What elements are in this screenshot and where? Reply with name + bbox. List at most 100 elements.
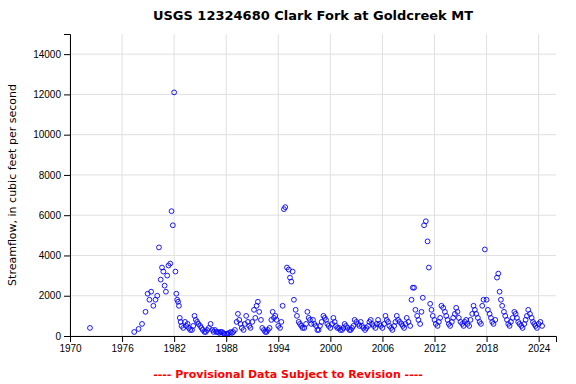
point xyxy=(429,307,434,312)
point xyxy=(484,297,489,302)
tick-mark xyxy=(64,336,70,337)
chart-container: 1970197619821988199420002006201220182024… xyxy=(0,0,576,384)
tick-label: 1976 xyxy=(111,343,134,354)
grid-line-x xyxy=(122,34,123,336)
tick-mark xyxy=(64,94,70,95)
tick: 2000 xyxy=(320,336,343,354)
tick-mark xyxy=(539,336,540,342)
point xyxy=(163,289,168,294)
point xyxy=(419,309,424,314)
point xyxy=(151,303,156,308)
tick: 8000 xyxy=(39,170,70,181)
tick-mark xyxy=(435,336,436,342)
point xyxy=(412,285,417,290)
points xyxy=(88,90,545,336)
tick-label: 2000 xyxy=(320,343,343,354)
tick-mark xyxy=(174,336,175,342)
grid-line-x xyxy=(434,34,435,336)
tick-label: 1994 xyxy=(268,343,291,354)
tick: 14000 xyxy=(33,49,70,60)
point xyxy=(236,311,241,316)
plot-area: 1970197619821988199420002006201220182024… xyxy=(33,34,556,354)
grid-line-y xyxy=(70,215,556,216)
grid-line-y xyxy=(70,94,556,95)
point xyxy=(423,219,428,224)
grid-line-y xyxy=(70,54,556,55)
tick: 2018 xyxy=(476,336,499,354)
point xyxy=(174,291,179,296)
point xyxy=(255,299,260,304)
point xyxy=(295,313,300,318)
point xyxy=(479,322,484,327)
annotation: ---- Provisional Data Subject to Revisio… xyxy=(153,368,423,381)
grid-line-x xyxy=(174,34,175,336)
point xyxy=(267,326,272,331)
tick: 6000 xyxy=(39,210,70,221)
tick: 12000 xyxy=(33,89,70,100)
point xyxy=(88,326,93,331)
point xyxy=(161,269,166,274)
point xyxy=(248,326,253,331)
point xyxy=(438,315,443,320)
point xyxy=(155,293,160,298)
point xyxy=(140,322,145,327)
tick: 1976 xyxy=(111,336,134,354)
grid-line-x xyxy=(486,34,487,336)
title: USGS 12324680 Clark Fork at Goldcreek MT xyxy=(153,8,473,23)
y-axis-title: Streamflow, in cubic feet per second xyxy=(6,84,19,286)
tick-label: 2012 xyxy=(424,343,447,354)
grid-line-x xyxy=(330,34,331,336)
tick-label: 8000 xyxy=(39,170,62,181)
point xyxy=(173,269,178,274)
tick-mark xyxy=(64,135,70,136)
x-axis: 1970197619821988199420002006201220182024 xyxy=(59,336,556,354)
tick-mark xyxy=(64,54,70,55)
point xyxy=(540,324,545,329)
point xyxy=(147,297,152,302)
grid-line-y xyxy=(70,174,556,175)
tick: 2000 xyxy=(39,290,70,301)
point xyxy=(257,309,262,314)
tick: 1982 xyxy=(164,336,187,354)
point xyxy=(289,279,294,284)
point xyxy=(413,307,418,312)
tick-label: 12000 xyxy=(33,89,61,100)
point xyxy=(304,322,309,327)
tick: 2012 xyxy=(424,336,447,354)
tick-mark xyxy=(64,215,70,216)
point xyxy=(290,269,295,274)
tick-label: 14000 xyxy=(33,49,61,60)
grid-line-y xyxy=(70,255,556,256)
grid-line-x xyxy=(538,34,539,336)
tick-mark xyxy=(278,336,279,342)
point xyxy=(293,307,298,312)
point xyxy=(162,283,167,288)
point xyxy=(497,289,502,294)
tick-mark xyxy=(487,336,488,342)
axis-line xyxy=(64,35,71,337)
y-axis: 02000400060008000100001200014000 xyxy=(33,35,70,342)
tick-mark xyxy=(64,296,70,297)
tick-label: 4000 xyxy=(39,250,62,261)
tick-label: 0 xyxy=(55,331,61,342)
point xyxy=(280,303,285,308)
tick-mark xyxy=(226,336,227,342)
tick: 1970 xyxy=(59,336,82,354)
tick: 1994 xyxy=(268,336,291,354)
tick-mark xyxy=(330,336,331,342)
point xyxy=(143,309,148,314)
point xyxy=(253,315,258,320)
grid-line-y xyxy=(70,134,556,135)
point xyxy=(132,330,137,335)
point xyxy=(241,328,246,333)
point xyxy=(493,317,498,322)
tick: 2006 xyxy=(372,336,395,354)
point xyxy=(177,303,182,308)
tick-mark xyxy=(64,175,70,176)
point xyxy=(496,271,501,276)
grid-line-x xyxy=(226,34,227,336)
point xyxy=(191,324,196,329)
point xyxy=(274,317,279,322)
point xyxy=(149,289,154,294)
tick-label: 1988 xyxy=(216,343,239,354)
